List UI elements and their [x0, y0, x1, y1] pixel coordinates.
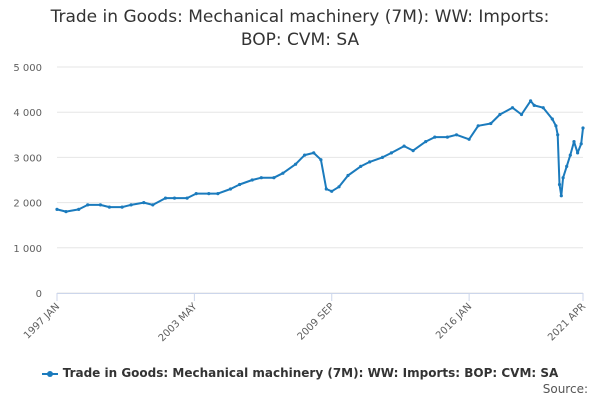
- data-point: [402, 144, 406, 148]
- data-point: [529, 99, 533, 103]
- data-point: [554, 124, 558, 128]
- data-point: [216, 192, 220, 196]
- data-point: [445, 135, 449, 139]
- data-point: [556, 133, 560, 137]
- data-point: [532, 103, 536, 107]
- data-point: [151, 203, 155, 207]
- data-point: [185, 196, 189, 200]
- data-point: [519, 112, 524, 117]
- data-point: [565, 164, 569, 168]
- x-tick-label: 2009 SEP: [296, 301, 337, 342]
- data-point: [581, 126, 585, 130]
- data-point: [129, 203, 133, 207]
- chart-title-line-1: Trade in Goods: Mechanical machinery (7M…: [50, 7, 550, 27]
- data-point: [228, 187, 233, 191]
- data-point: [337, 185, 341, 189]
- data-point: [576, 151, 580, 155]
- data-point: [194, 192, 198, 196]
- data-point: [163, 196, 168, 200]
- data-point: [238, 182, 242, 187]
- data-point: [55, 207, 59, 211]
- legend-label: Trade in Goods: Mechanical machinery (7M…: [62, 366, 559, 380]
- data-point: [346, 173, 350, 178]
- source-label: Source:: [542, 382, 588, 396]
- data-point: [579, 142, 583, 146]
- data-point: [476, 124, 480, 128]
- data-point: [250, 178, 254, 182]
- data-point: [172, 196, 177, 200]
- data-point: [498, 112, 502, 117]
- legend[interactable]: Trade in Goods: Mechanical machinery (7M…: [0, 366, 600, 380]
- data-point: [510, 106, 515, 110]
- data-point: [541, 106, 545, 110]
- data-point: [324, 187, 328, 191]
- x-tick-label: 1997 JAN: [22, 301, 62, 341]
- data-point: [86, 203, 90, 207]
- x-tick-label: 2021 APR: [546, 301, 588, 343]
- data-point: [561, 176, 565, 180]
- data-point: [77, 207, 81, 211]
- data-point: [433, 135, 437, 139]
- chart-title: Trade in Goods: Mechanical machinery (7M…: [0, 6, 600, 52]
- data-point: [281, 171, 285, 175]
- series-points: [55, 99, 585, 214]
- data-point: [312, 151, 316, 155]
- data-point: [142, 201, 146, 205]
- data-point: [207, 192, 211, 196]
- data-point: [303, 153, 307, 157]
- data-point: [259, 176, 263, 180]
- data-point: [550, 117, 554, 121]
- y-axis-tick-labels: 0 1 000 2 000 3 000 4 000 5 000: [13, 63, 42, 300]
- y-tick-label: 3 000: [13, 153, 42, 164]
- series-line: [56, 99, 584, 213]
- data-point: [454, 133, 459, 137]
- data-point: [330, 189, 334, 193]
- chart-title-line-2: BOP: CVM: SA: [240, 30, 360, 50]
- data-point: [568, 153, 572, 157]
- data-point: [467, 137, 471, 141]
- data-point: [557, 182, 562, 187]
- data-point: [380, 155, 384, 159]
- y-tick-label: 0: [36, 289, 42, 300]
- x-tick-label: 2016 JAN: [434, 301, 474, 341]
- data-point: [424, 140, 428, 144]
- data-point: [64, 210, 68, 214]
- data-point: [368, 160, 372, 164]
- data-point: [489, 121, 493, 126]
- data-point: [107, 205, 111, 209]
- x-axis-ticks: 1997 JAN 2003 MAY 2009 SEP 2016 JAN 2021 APR: [22, 293, 588, 344]
- data-point: [389, 151, 393, 155]
- data-point: [98, 203, 102, 207]
- data-point: [120, 205, 124, 209]
- data-point: [319, 158, 323, 162]
- y-tick-label: 1 000: [13, 244, 42, 255]
- y-tick-label: 4 000: [13, 108, 42, 119]
- y-tick-label: 2 000: [13, 199, 42, 210]
- legend-swatch: [41, 370, 58, 377]
- data-point: [411, 149, 415, 153]
- y-tick-label: 5 000: [13, 63, 42, 74]
- data-point: [272, 176, 276, 180]
- data-point: [294, 162, 298, 166]
- data-point: [559, 194, 563, 198]
- data-point: [572, 140, 576, 144]
- data-point: [359, 164, 363, 168]
- gridlines: [57, 66, 583, 294]
- x-tick-label: 2003 MAY: [157, 301, 200, 344]
